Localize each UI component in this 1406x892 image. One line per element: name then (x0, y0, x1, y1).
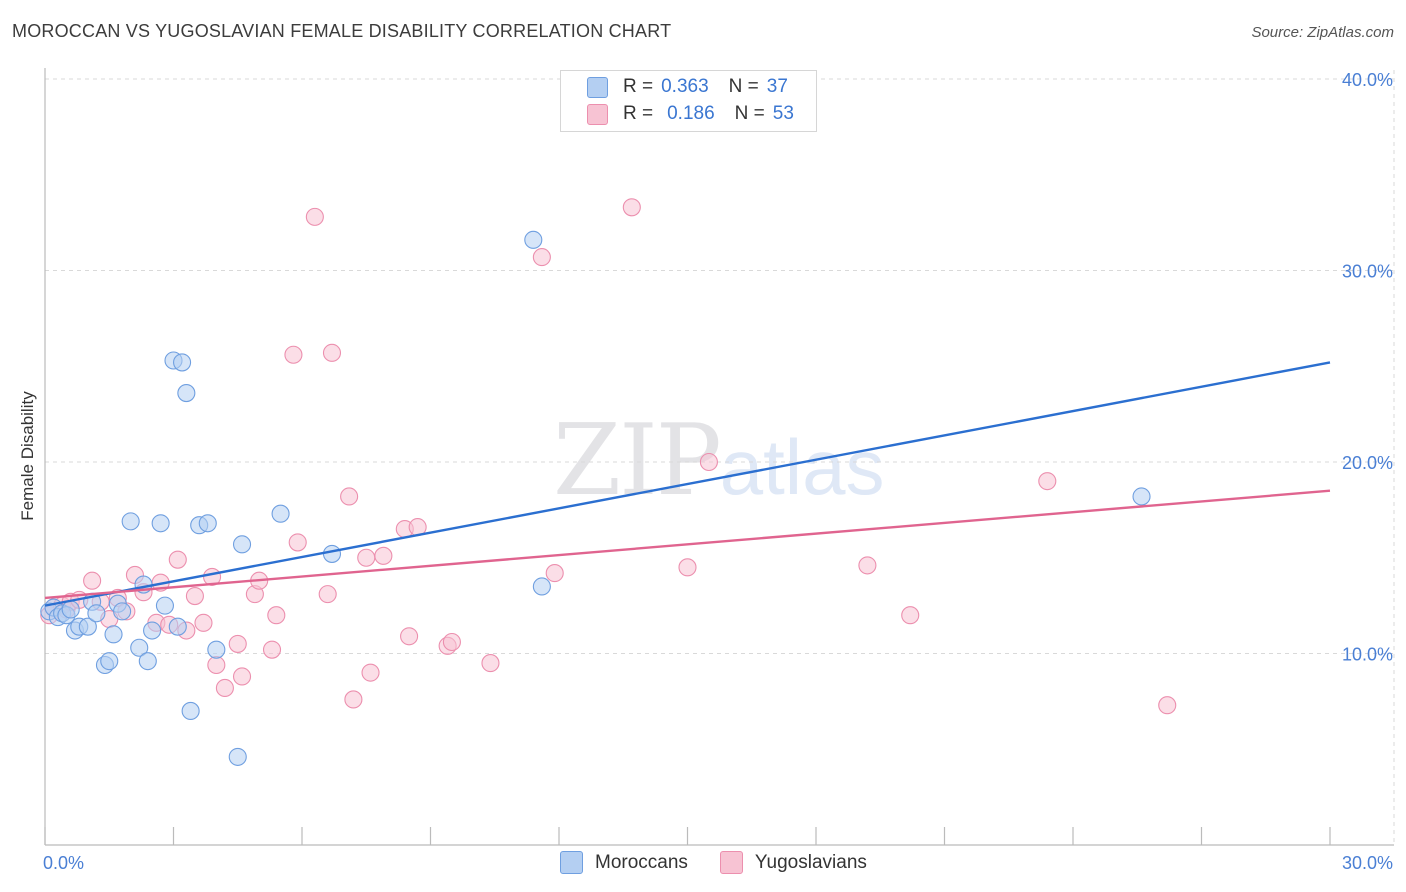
yugoslavian-point (262, 640, 282, 659)
moroccan-point (104, 625, 123, 644)
moroccan-point (198, 514, 217, 533)
moroccans-legend-label: Moroccans (595, 851, 688, 873)
yugoslavians-legend-swatch (719, 851, 743, 874)
legend-row-moroccans: R = 0.363 N = 37 (587, 74, 788, 100)
yugoslavian-point (481, 654, 500, 673)
yugoslavian-point (344, 690, 363, 709)
axes (44, 68, 1394, 846)
yugoslavian-point (699, 452, 718, 472)
yugoslavians-legend-label: Yugoslavians (754, 851, 867, 873)
yugoslavian-trend-line (44, 489, 1331, 600)
x-tick-label: 30.0% (1342, 853, 1393, 873)
yugoslavian-point (442, 632, 461, 652)
moroccan-trend-line (44, 361, 1331, 607)
moroccan-point (151, 514, 170, 533)
yugoslavian-point (185, 586, 204, 606)
moroccan-point (181, 701, 200, 721)
yugoslavian-point (340, 487, 359, 506)
yugoslavian-point (267, 606, 286, 625)
moroccan-point (143, 621, 162, 640)
moroccan-point (524, 230, 543, 249)
yugoslavians-swatch (587, 103, 608, 125)
moroccan-point (78, 617, 97, 636)
yugoslavian-point (83, 571, 102, 590)
yugoslavian-point (1158, 696, 1177, 715)
yugoslavian-point (1038, 472, 1057, 491)
n-value: 37 (766, 76, 788, 97)
n-label: N = (734, 103, 765, 124)
watermark: ZIPatlas (553, 404, 885, 518)
yugoslavian-point (858, 556, 877, 575)
legend-item-yugoslavians[interactable]: Yugoslavians (719, 851, 867, 874)
moroccan-point (87, 604, 106, 623)
watermark-zip: ZIP (553, 404, 722, 518)
y-tick-label: 20.0% (1342, 453, 1393, 473)
moroccan-point (113, 602, 132, 621)
yugoslavian-point (545, 564, 564, 583)
moroccan-point (232, 535, 252, 554)
moroccan-point (155, 596, 174, 615)
yugoslavian-point (215, 678, 234, 698)
yugoslavian-point (901, 606, 920, 625)
moroccan-point (322, 544, 342, 563)
yugoslavian-point (532, 248, 551, 267)
tick-labels: 10.0% 20.0% 30.0% 40.0% 0.0% 30.0% (43, 70, 1393, 873)
moroccan-point (61, 600, 80, 619)
series-legend: Moroccans Yugoslavians (560, 851, 899, 874)
yugoslavian-point (357, 548, 376, 567)
yugoslavian-point (232, 667, 252, 686)
yugoslavian-point (228, 634, 247, 653)
grid (45, 70, 1395, 845)
moroccan-point (100, 652, 119, 671)
yugoslavian-point (400, 627, 419, 646)
moroccan-point (207, 640, 226, 659)
legend-row-yugoslavians: R = 0.186 N = 53 (587, 101, 794, 127)
source-label: Source: ZipAtlas.com (1251, 24, 1394, 41)
yugoslavian-point (622, 198, 641, 217)
yugoslavian-point (374, 546, 393, 565)
n-label: N = (728, 76, 759, 97)
moroccan-point (1132, 487, 1151, 506)
moroccan-point (173, 353, 192, 372)
yugoslavian-point (168, 550, 187, 569)
n-value: 53 (772, 103, 794, 124)
moroccan-point (138, 652, 157, 671)
yugoslavian-point (305, 207, 324, 226)
yugoslavian-point (322, 343, 342, 362)
moroccan-point (177, 384, 196, 403)
y-tick-label: 10.0% (1342, 645, 1393, 665)
moroccan-point (168, 617, 187, 636)
legend-item-moroccans[interactable]: Moroccans (560, 851, 688, 874)
yugoslavian-point (284, 345, 303, 364)
chart-title: MOROCCAN VS YUGOSLAVIAN FEMALE DISABILIT… (12, 21, 672, 41)
moroccan-point (271, 504, 290, 523)
y-tick-label: 40.0% (1342, 70, 1393, 90)
moroccans-swatch (587, 76, 608, 98)
yugoslavian-point (678, 558, 697, 577)
trend-lines (44, 361, 1331, 607)
yugoslavian-point (194, 613, 213, 632)
r-label: R = (623, 76, 654, 97)
r-value: 0.186 (667, 103, 715, 124)
y-tick-label: 30.0% (1342, 262, 1393, 282)
data-points (40, 198, 1177, 766)
watermark-atlas: atlas (719, 423, 885, 511)
moroccans-legend-swatch (560, 851, 583, 874)
moroccan-point (532, 577, 551, 596)
moroccan-point (130, 638, 149, 657)
yugoslavian-point (318, 585, 337, 604)
stats-legend: R = 0.363 N = 37 R = 0.186 N = 53 (560, 70, 817, 132)
moroccan-point (121, 512, 140, 531)
yugoslavian-point (207, 655, 226, 675)
yugoslavian-point (361, 663, 380, 682)
r-value: 0.363 (661, 76, 709, 97)
moroccan-point (228, 747, 247, 766)
r-label: R = (623, 103, 654, 124)
yugoslavian-point (288, 533, 307, 552)
x-tick-label: 0.0% (43, 853, 84, 873)
